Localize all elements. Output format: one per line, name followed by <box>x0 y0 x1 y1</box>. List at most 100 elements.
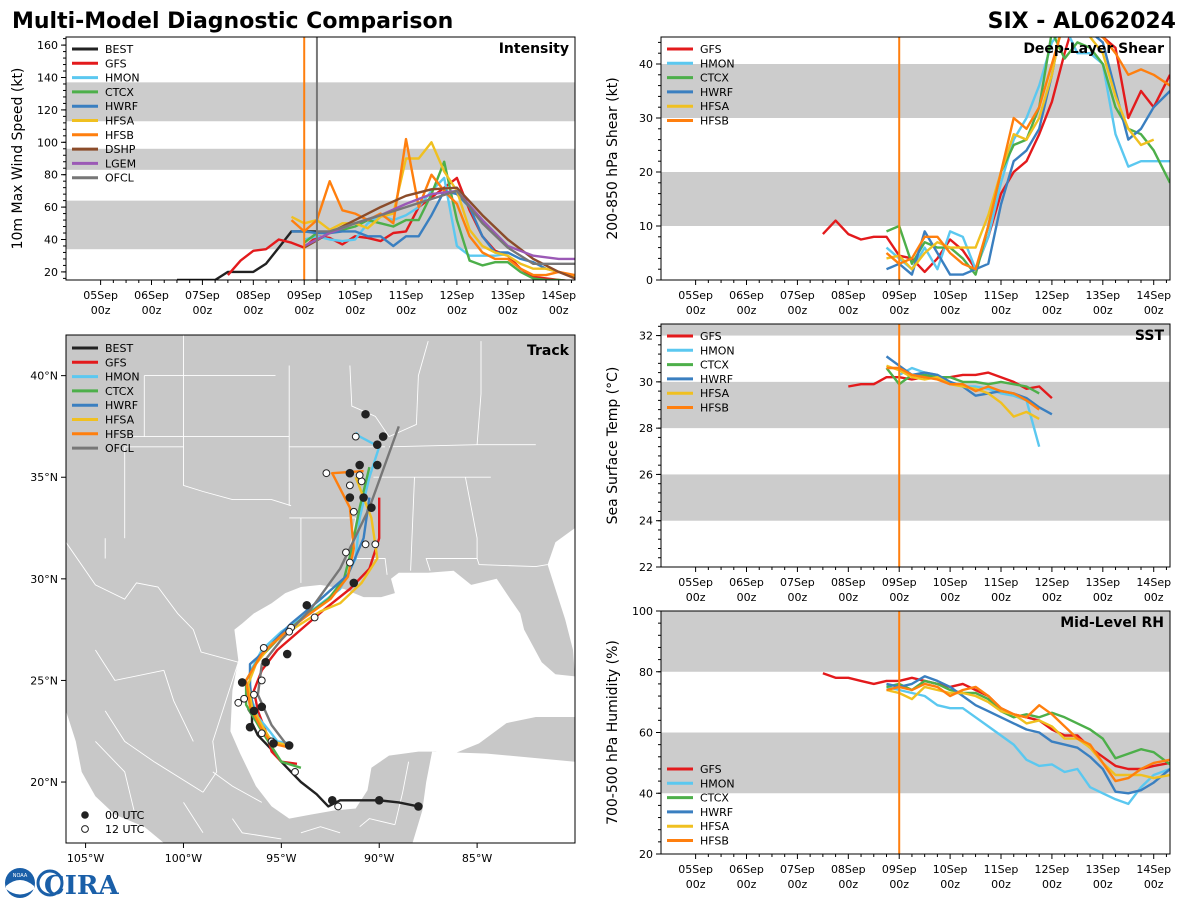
intensity-xtick-date: 14Sep <box>541 289 576 302</box>
rh-xtick-hour: 00z <box>1093 878 1113 891</box>
map-border-20 <box>281 335 285 336</box>
map-border-18 <box>476 341 482 445</box>
track-fix-00utc <box>245 722 255 732</box>
sst-ytick-label: 28 <box>639 422 653 435</box>
track-fix-12utc <box>345 481 354 490</box>
sst-ytick-label: 30 <box>639 376 653 389</box>
shear-line-hmon <box>885 37 1170 271</box>
track-legend-label-hwrf: HWRF <box>105 399 138 412</box>
intensity-ytick-label: 60 <box>44 201 58 214</box>
sst-line-hfsb <box>886 366 1040 411</box>
rh-xtick-date: 13Sep <box>1085 863 1120 876</box>
rh-shade-band-1 <box>661 611 1170 672</box>
rh-legend-label-hmon: HMON <box>700 777 735 790</box>
rh-panel-title: Mid-Level RH <box>1060 615 1164 631</box>
shear-panel-title: Deep-Layer Shear <box>1023 41 1164 57</box>
shear-xtick-date: 06Sep <box>729 289 764 302</box>
cira-logo: NOAA CIRA <box>5 868 119 900</box>
shear-frame <box>660 36 1171 281</box>
sst-legend-label-hmon: HMON <box>700 344 735 357</box>
intensity-ytick-label: 40 <box>44 234 58 247</box>
intensity-legend-label-hfsa: HFSA <box>105 115 135 128</box>
sst-xtick-hour: 00z <box>889 591 909 604</box>
intensity-xtick-hour: 00z <box>91 304 111 317</box>
intensity-xtick-date: 05Sep <box>83 289 118 302</box>
track-fix-12utc <box>291 767 299 776</box>
pacific-water <box>66 710 164 843</box>
intensity-xtick-hour: 00z <box>345 304 365 317</box>
sst-ylabel: Sea Surface Temp (°C) <box>605 367 621 525</box>
track-legend-label-best: BEST <box>105 342 133 355</box>
atlantic-water <box>547 528 575 677</box>
sst-xtick-hour: 00z <box>940 591 960 604</box>
shear-line-gfs <box>822 37 1170 274</box>
sst-xtick-date: 12Sep <box>1035 576 1070 589</box>
intensity-panel: 20 40 60 80 100 120 140 160 05Sep 00z 06Sep 00z 07Se… <box>10 36 576 317</box>
track-fix-00utc <box>355 460 364 470</box>
shear-xtick-hour: 00z <box>788 304 808 317</box>
track-fix-12utc <box>355 471 364 480</box>
shear-xtick-hour: 00z <box>889 304 909 317</box>
track-legend-label-ofcl: OFCL <box>105 442 135 455</box>
intensity-legend-label-ofcl: OFCL <box>105 172 135 185</box>
track-xtick-label: 90°W <box>364 852 394 865</box>
shear-xtick-date: 10Sep <box>933 289 968 302</box>
intensity-legend-label-dshp: DSHP <box>105 143 136 156</box>
shear-xtick-date: 11Sep <box>984 289 1019 302</box>
track-line-gfs <box>252 497 381 765</box>
shear-shade-band-0 <box>661 172 1170 226</box>
marker-legend-00utc-label: 00 UTC <box>105 809 145 822</box>
intensity-xtick-hour: 00z <box>498 304 518 317</box>
track-fix-12utc <box>322 469 331 478</box>
rh-xtick-hour: 00z <box>788 878 808 891</box>
sst-line-hfsa <box>886 364 1040 420</box>
shear-ytick-label: 10 <box>639 220 653 233</box>
rh-xtick-hour: 00z <box>1144 878 1164 891</box>
track-fix-00utc <box>257 702 267 712</box>
shear-line-hfsa <box>886 37 1155 271</box>
sst-frame <box>660 323 1171 568</box>
intensity-xtick-date: 12Sep <box>440 289 475 302</box>
track-frame <box>65 334 576 844</box>
shear-xtick-hour: 00z <box>1093 304 1113 317</box>
sst-xtick-date: 07Sep <box>780 576 815 589</box>
shear-xtick-hour: 00z <box>686 304 706 317</box>
gulf-of-mexico-water <box>230 570 575 819</box>
sst-xtick-hour: 00z <box>737 591 757 604</box>
shear-series-group <box>822 37 1170 276</box>
track-panel: 105°W 100°W 95°W 90°W 85°W 20°N 25°N 30°N 35°N 40… <box>30 334 576 865</box>
shear-xtick-date: 09Sep <box>882 289 917 302</box>
shear-legend-label-ctcx: CTCX <box>700 72 729 85</box>
map-border-29 <box>232 818 282 840</box>
rh-ytick-label: 100 <box>632 605 653 618</box>
track-fix-00utc <box>367 503 376 513</box>
track-legend-label-ctcx: CTCX <box>105 385 134 398</box>
sst-xtick-hour: 00z <box>1093 591 1113 604</box>
cira-ring-icon <box>36 869 64 897</box>
sst-shade-band-0 <box>661 474 1170 521</box>
intensity-legend-label-best: BEST <box>105 43 133 56</box>
sst-xtick-date: 09Sep <box>882 576 917 589</box>
shear-ytick-label: 30 <box>639 112 653 125</box>
track-panel-title: Track <box>527 343 570 359</box>
track-line-hfsa <box>246 476 379 747</box>
sst-xtick-hour: 00z <box>1042 591 1062 604</box>
track-fix-12utc <box>240 694 249 703</box>
map-border-16 <box>388 340 429 438</box>
map-border-1 <box>66 542 239 663</box>
intensity-xtick-date: 07Sep <box>185 289 220 302</box>
rh-xtick-date: 10Sep <box>933 863 968 876</box>
map-border-25 <box>202 662 239 793</box>
sst-xtick-hour: 00z <box>991 591 1011 604</box>
shear-legend-label-hfsa: HFSA <box>700 100 730 113</box>
shear-xtick-hour: 00z <box>737 304 757 317</box>
sst-legend-label-gfs: GFS <box>700 330 722 343</box>
intensity-xtick-hour: 00z <box>549 304 569 317</box>
track-fix-00utc <box>361 409 370 419</box>
shear-xtick-hour: 00z <box>991 304 1011 317</box>
intensity-ylabel: 10m Max Wind Speed (kt) <box>10 68 26 250</box>
intensity-ytick-label: 80 <box>44 169 58 182</box>
